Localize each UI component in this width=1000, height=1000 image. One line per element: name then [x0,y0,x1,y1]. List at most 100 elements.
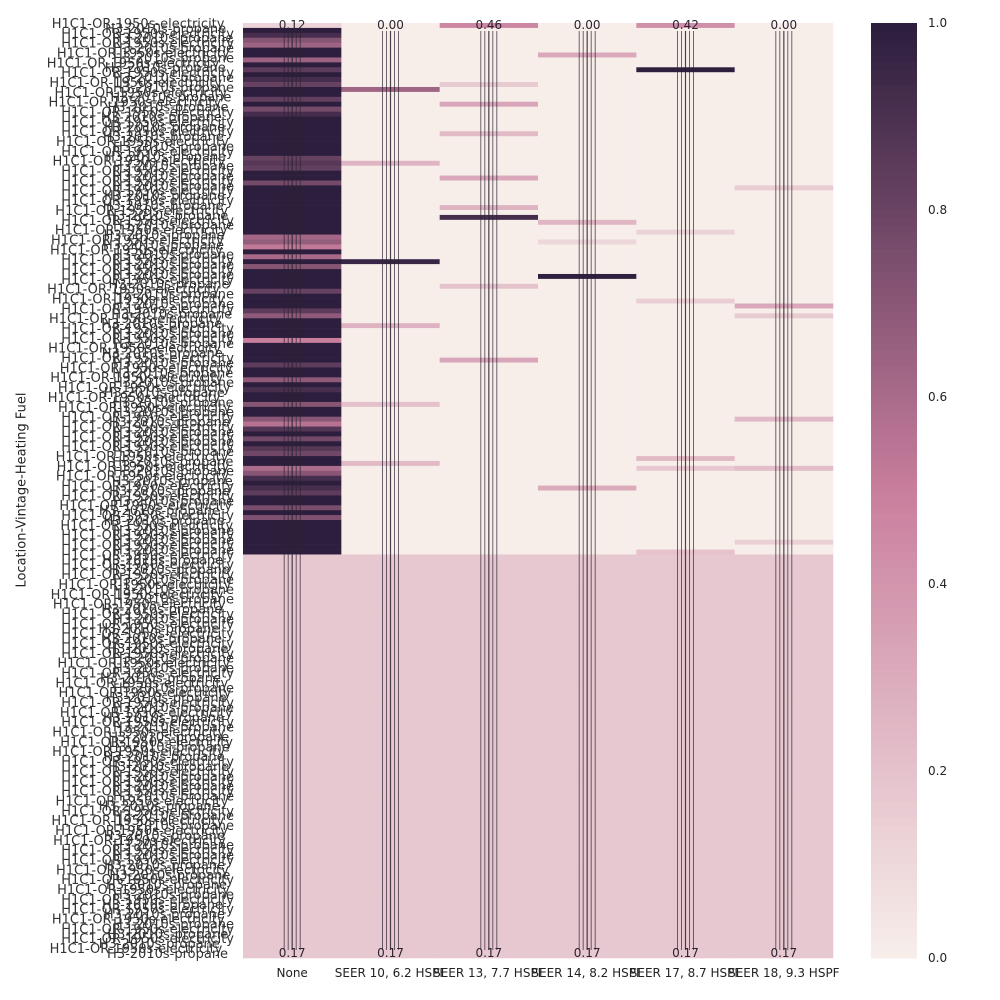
row-tick-label: H3-2010s-propane [113,543,234,558]
row-tick-label: H1C1-OR-1950s-electricity [61,844,234,859]
cell-annotation: 0.00 [770,18,797,32]
x-tick-label: SEER 10, 6.2 HSPF [334,966,447,980]
heatmap-cell [439,27,539,34]
colorbar-segment [871,607,917,616]
row-tick-label: H1C1-OR-1950s-electricity [61,785,234,800]
row-tick-label: H1C1-OR-1950s-electricity [61,332,234,347]
colorbar-segment [871,124,917,133]
x-tick-label: SEER 14, 8.2 HSPF [531,966,643,980]
cell-annotation: 0.17 [377,946,404,960]
colorbar-segment [871,887,917,897]
row-tick-label: H1C1-OR-1950s-electricity [61,174,234,189]
colorbar-segment [871,248,917,258]
colorbar-segment [871,942,917,951]
row-tick-label: H1C1-OR-1950s-electricity [61,106,234,121]
colorbar-segment [871,872,917,881]
heatmap-cell [636,948,735,954]
cell-annotation: 0.17 [672,946,699,960]
heatmap-cell [439,948,539,954]
colorbar-segment [871,654,917,663]
row-tick-label: H3-2010s-propane [107,927,228,942]
colorbar-segment [871,202,917,211]
row-tick-label: H3-2010s-propane [103,130,224,145]
colorbar-segment [871,677,917,686]
row-tick-label: H1C1-OR-1950s-electricity [48,96,221,111]
colorbar-segment [871,435,917,445]
colorbar-segment [871,77,917,86]
colorbar-segment [871,498,917,507]
colorbar-segment [871,381,917,390]
row-tick-label: H3-2010s-propane [113,701,234,716]
row-tick-label: H1C1-OR-1950s-electricity [61,352,234,367]
row-tick-label: H1C1-OR-1950s-electricity [58,381,231,396]
colorbar-segment [871,303,917,312]
row-tick-label: H3-2010s-propane [108,760,229,775]
colorbar-segment [871,108,917,117]
row-tick-label: H3-2010s-propane [109,563,230,578]
row-tick-label: H3-2010s-propane [105,150,226,165]
row-tick-label: H1C1-OR-1950s-electricity [50,243,223,258]
row-tick-label: H3-2010s-propane [113,81,234,96]
row-tick-label: H1C1-OR-1950s-electricity [59,499,232,514]
colorbar-segment [871,825,917,834]
colorbar-segment [871,716,917,725]
colorbar-segment [871,856,917,865]
row-tick-label: H3-2010s-propane [108,730,229,745]
row-tick-label: H3-2010s-propane [104,120,225,135]
row-tick-label: H1C1-OR-1950s-electricity [61,893,234,908]
row-tick-label: H3-2010s-propane [112,455,233,470]
colorbar-segment [871,443,917,453]
colorbar-segment [871,521,917,530]
row-tick-label: H3-2010s-propane [102,347,223,362]
colorbar-segment [871,186,917,195]
row-tick-label: H1C1-OR-1950s-electricity [61,115,234,130]
cell-annotation: 0.46 [475,18,502,32]
row-tick-label: H3-2010s-propane [99,937,220,952]
row-tick-label: H3-2010s-propane [113,248,234,263]
colorbar-segment [871,545,917,554]
row-tick-label: H3-2010s-propane [113,917,234,932]
row-tick-label: H1C1-OR-1950s-electricity [61,37,234,52]
row-tick-label: H3-2010s-propane [106,878,227,893]
row-tick-label: H3-2010s-propane [113,258,234,273]
row-tick-label: H1C1-OR-1950s-electricity [61,411,234,426]
row-tick-label: H3-2010s-propane [98,622,219,637]
colorbar-segment [871,537,917,546]
row-tick-label: H1C1-OR-1950s-electricity [55,824,228,839]
row-tick-label: H3-2010s-propane [113,337,234,352]
colorbar-segment [871,552,917,562]
colorbar-segment [871,451,917,460]
colorbar-segment [871,217,917,227]
colorbar-segment [871,334,917,343]
colorbar-segment [871,950,917,959]
row-tick-label: H1C1-OR-1950s-electricity [61,854,234,869]
row-tick-label: H1C1-OR-1950s-electricity [61,539,234,554]
heatmap-cell [538,27,637,34]
colorbar-segment [871,669,917,678]
row-tick-label: H3-2010s-propane [113,494,234,509]
heatmap-cell [243,23,342,29]
row-tick-label: H1C1-OR-1950s-electricity [61,145,234,160]
colorbar-tick-label: 0.8 [928,203,948,217]
colorbar-segment [871,732,917,741]
colorbar-segment [871,506,917,515]
cell-annotation: 0.17 [574,946,601,960]
colorbar-segment [871,85,917,94]
colorbar-segment [871,412,917,421]
row-tick-label: H1C1-OR-1950s-electricity [61,627,234,642]
colorbar-segment [871,490,917,499]
row-tick-label: H3-2010s-propane [112,366,233,381]
row-tick-label: H1C1-OR-1950s-electricity [61,430,234,445]
row-tick-label: H3-2010s-propane [113,288,234,303]
row-tick-label: H1C1-OR-1950s-electricity [57,460,230,475]
row-tick-label: H1C1-OR-1950s-electricity [52,726,225,741]
row-tick-label: H1C1-OR-1950s-electricity [61,903,234,918]
colorbar-segment [871,794,917,803]
row-tick-label: H3-2010s-propane [109,740,230,755]
row-tick-label: H3-2010s-propane [113,721,234,736]
row-tick-label: H3-2010s-propane [113,179,234,194]
row-tick-label: H3-2010s-propane [107,642,228,657]
row-tick-label: H3-2010s-propane [113,819,234,834]
row-tick-label: H1C1-OR-1950s-electricity [61,420,234,435]
colorbar-segment [871,755,917,764]
